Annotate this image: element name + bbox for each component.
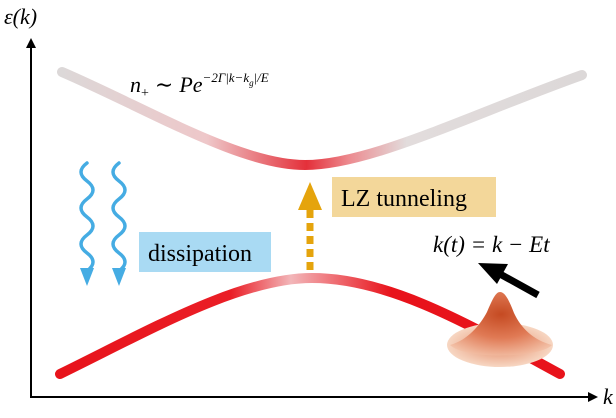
y-axis-label: ε(k) <box>4 4 37 29</box>
upper-band <box>57 67 587 171</box>
dissipation-box <box>139 232 271 272</box>
lz-tunneling-box <box>332 177 496 217</box>
lz-tunneling-label: LZ tunneling <box>341 186 467 212</box>
occupation-formula: n+ ∼ Pe−2Γ|k−kg|/E <box>130 70 269 101</box>
dashed-up-arrow-icon <box>298 182 322 270</box>
momentum-formula: k(t) = k − Et <box>433 232 550 257</box>
dissipation-label: dissipation <box>148 241 252 267</box>
wavepacket-icon <box>447 292 553 367</box>
wavy-down-arrow-icon <box>79 161 95 286</box>
x-axis-label: k <box>603 384 614 409</box>
black-arrow-icon <box>478 263 540 299</box>
wavy-down-arrow-icon <box>111 161 127 286</box>
